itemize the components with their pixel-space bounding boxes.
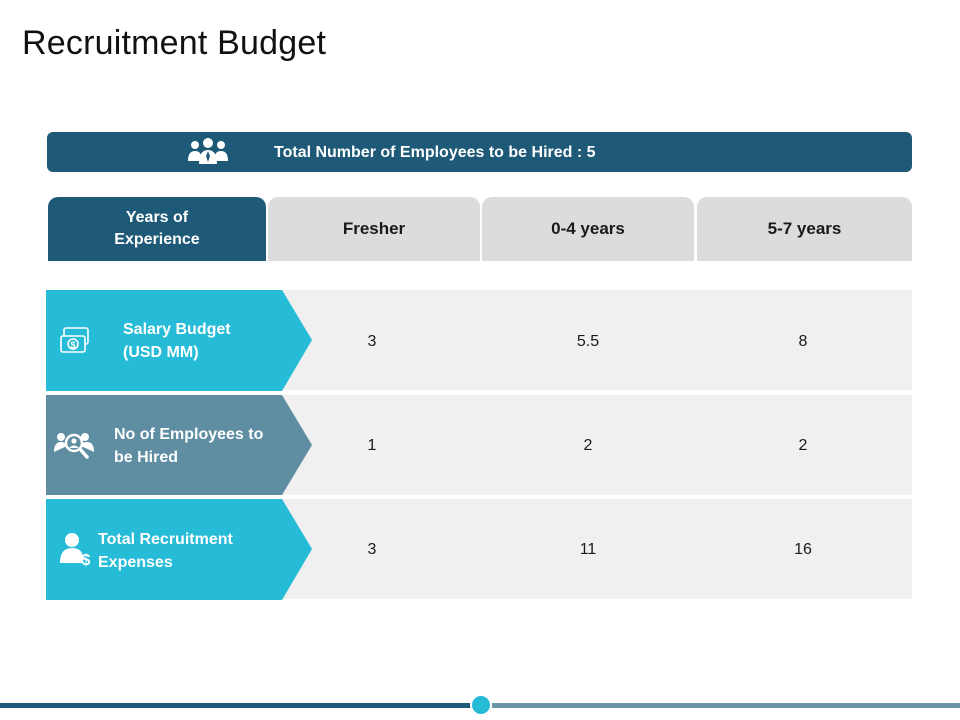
cell-value: 16 xyxy=(794,541,812,558)
cell-value: 2 xyxy=(583,437,593,454)
table-row xyxy=(280,290,912,390)
row-label-tag xyxy=(46,499,312,601)
row-label-tag xyxy=(46,395,312,497)
salary-budget-label: Salary Budget (USD MM) xyxy=(123,321,231,361)
cell-value: 2 xyxy=(798,437,808,454)
team-icon xyxy=(188,138,228,164)
years-of-experience-header: Years of Experience xyxy=(48,197,266,261)
person-dollar-icon: $ xyxy=(60,533,91,567)
column-header-fresher: Fresher xyxy=(268,197,480,261)
money-icon: $ xyxy=(60,327,89,353)
column-header-5-7-years: 5-7 years xyxy=(697,197,912,261)
cell-value: 8 xyxy=(798,333,808,350)
cell-value: 1 xyxy=(367,437,377,454)
column-header-0-4-years: 0-4 years xyxy=(482,197,694,261)
search-people-icon xyxy=(54,433,94,459)
cell-value: 3 xyxy=(367,333,377,350)
cell-value: 11 xyxy=(579,541,597,558)
employees-to-hire-label: No of Employees to be Hired xyxy=(114,426,264,466)
column-header-label: Fresher xyxy=(342,219,406,238)
cell-value: 3 xyxy=(367,541,377,558)
cell-value: 5.5 xyxy=(576,333,600,350)
total-expenses-label: Total Recruitment Expenses xyxy=(98,531,233,571)
table-row xyxy=(280,499,912,599)
years-of-experience-label: Years of Experience xyxy=(114,209,200,248)
footer-line-right xyxy=(492,703,960,708)
column-header-label: 5-7 years xyxy=(767,219,842,238)
svg-text:$: $ xyxy=(70,340,75,350)
svg-text:$: $ xyxy=(82,552,91,567)
row-label-tag xyxy=(46,290,312,392)
column-header-label: 0-4 years xyxy=(551,219,625,238)
page-title: Recruitment Budget xyxy=(22,24,327,62)
total-hires-text: Total Number of Employees to be Hired : … xyxy=(274,144,596,161)
footer-dot xyxy=(470,694,492,716)
footer-line-left xyxy=(0,703,472,708)
table-row xyxy=(280,395,912,495)
total-hires-banner: Total Number of Employees to be Hired : … xyxy=(47,132,912,172)
